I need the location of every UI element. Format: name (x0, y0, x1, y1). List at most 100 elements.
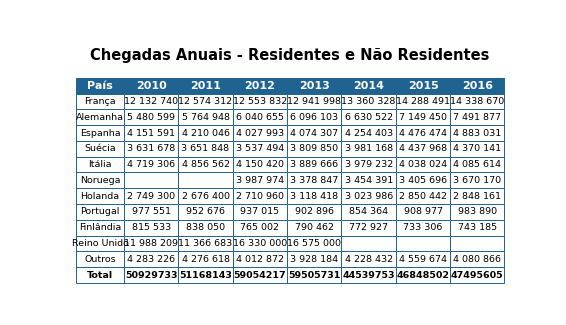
Bar (124, 94, 178, 109)
Bar (76, 173, 124, 188)
Text: 59054217: 59054217 (234, 271, 286, 280)
Bar (341, 109, 396, 125)
Bar (178, 141, 233, 157)
Text: 902 896: 902 896 (295, 207, 334, 216)
Bar (396, 78, 450, 94)
Bar (178, 236, 233, 252)
Bar (76, 220, 124, 236)
Text: 3 987 974: 3 987 974 (236, 176, 284, 185)
Text: 2 710 960: 2 710 960 (236, 192, 284, 201)
Bar (76, 78, 124, 94)
Text: 2 676 400: 2 676 400 (182, 192, 230, 201)
Bar (124, 157, 178, 173)
Text: Alemanha: Alemanha (76, 113, 124, 122)
Bar (178, 173, 233, 188)
Text: 16 330 000: 16 330 000 (233, 239, 287, 248)
Bar (124, 267, 178, 283)
Bar (178, 204, 233, 220)
Text: 59505731: 59505731 (288, 271, 341, 280)
Bar (124, 141, 178, 157)
Text: 3 981 168: 3 981 168 (345, 144, 393, 153)
Bar (178, 267, 233, 283)
Bar (76, 252, 124, 267)
Bar (287, 236, 341, 252)
Bar (341, 267, 396, 283)
Text: 4 151 591: 4 151 591 (127, 128, 175, 137)
Text: 7 491 877: 7 491 877 (453, 113, 501, 122)
Bar (396, 173, 450, 188)
Text: 4 085 614: 4 085 614 (453, 160, 501, 169)
Bar (287, 78, 341, 94)
Bar (341, 94, 396, 109)
Bar (178, 157, 233, 173)
Text: 4 080 866: 4 080 866 (453, 255, 501, 264)
Text: 3 809 850: 3 809 850 (290, 144, 338, 153)
Bar (396, 252, 450, 267)
Text: Holanda: Holanda (80, 192, 119, 201)
Text: 2 749 300: 2 749 300 (127, 192, 175, 201)
Bar (450, 141, 504, 157)
Text: Chegadas Anuais - Residentes e Não Residentes: Chegadas Anuais - Residentes e Não Resid… (91, 48, 490, 63)
Bar (287, 125, 341, 141)
Bar (450, 267, 504, 283)
Bar (396, 94, 450, 109)
Bar (76, 125, 124, 141)
Bar (124, 236, 178, 252)
Bar (396, 267, 450, 283)
Bar (287, 220, 341, 236)
Bar (396, 141, 450, 157)
Bar (233, 236, 287, 252)
Text: 4 283 226: 4 283 226 (127, 255, 175, 264)
Text: Finlândia: Finlândia (79, 223, 121, 232)
Bar (233, 141, 287, 157)
Bar (396, 220, 450, 236)
Text: 977 551: 977 551 (132, 207, 171, 216)
Bar (233, 78, 287, 94)
Bar (233, 109, 287, 125)
Text: 2 848 161: 2 848 161 (453, 192, 501, 201)
Bar (341, 236, 396, 252)
Text: 4 476 474: 4 476 474 (399, 128, 447, 137)
Bar (124, 109, 178, 125)
Text: 2010: 2010 (136, 81, 166, 91)
Text: 790 462: 790 462 (295, 223, 334, 232)
Text: 46848502: 46848502 (397, 271, 449, 280)
Bar (450, 204, 504, 220)
Text: 3 118 418: 3 118 418 (290, 192, 338, 201)
Bar (76, 157, 124, 173)
Bar (233, 220, 287, 236)
Text: 4 254 403: 4 254 403 (345, 128, 393, 137)
Bar (233, 204, 287, 220)
Text: 838 050: 838 050 (186, 223, 225, 232)
Text: 11 366 683: 11 366 683 (178, 239, 233, 248)
Text: 2013: 2013 (299, 81, 329, 91)
Bar (450, 109, 504, 125)
Bar (450, 94, 504, 109)
Bar (287, 141, 341, 157)
Bar (124, 173, 178, 188)
Text: 6 096 103: 6 096 103 (290, 113, 338, 122)
Text: Portugal: Portugal (80, 207, 119, 216)
Text: 733 306: 733 306 (404, 223, 443, 232)
Text: País: País (87, 81, 113, 91)
Text: 51168143: 51168143 (179, 271, 232, 280)
Bar (341, 188, 396, 204)
Bar (76, 236, 124, 252)
Text: 4 437 968: 4 437 968 (399, 144, 447, 153)
Text: 3 537 494: 3 537 494 (236, 144, 284, 153)
Text: 3 454 391: 3 454 391 (345, 176, 393, 185)
Text: 908 977: 908 977 (404, 207, 443, 216)
Bar (450, 78, 504, 94)
Text: Total: Total (87, 271, 113, 280)
Bar (287, 267, 341, 283)
Bar (178, 220, 233, 236)
Text: 4 038 024: 4 038 024 (399, 160, 447, 169)
Text: Noruega: Noruega (80, 176, 120, 185)
Bar (396, 236, 450, 252)
Bar (341, 141, 396, 157)
Text: 11 988 209: 11 988 209 (124, 239, 178, 248)
Bar (287, 157, 341, 173)
Bar (341, 220, 396, 236)
Text: 3 405 696: 3 405 696 (399, 176, 447, 185)
Text: Suécia: Suécia (84, 144, 116, 153)
